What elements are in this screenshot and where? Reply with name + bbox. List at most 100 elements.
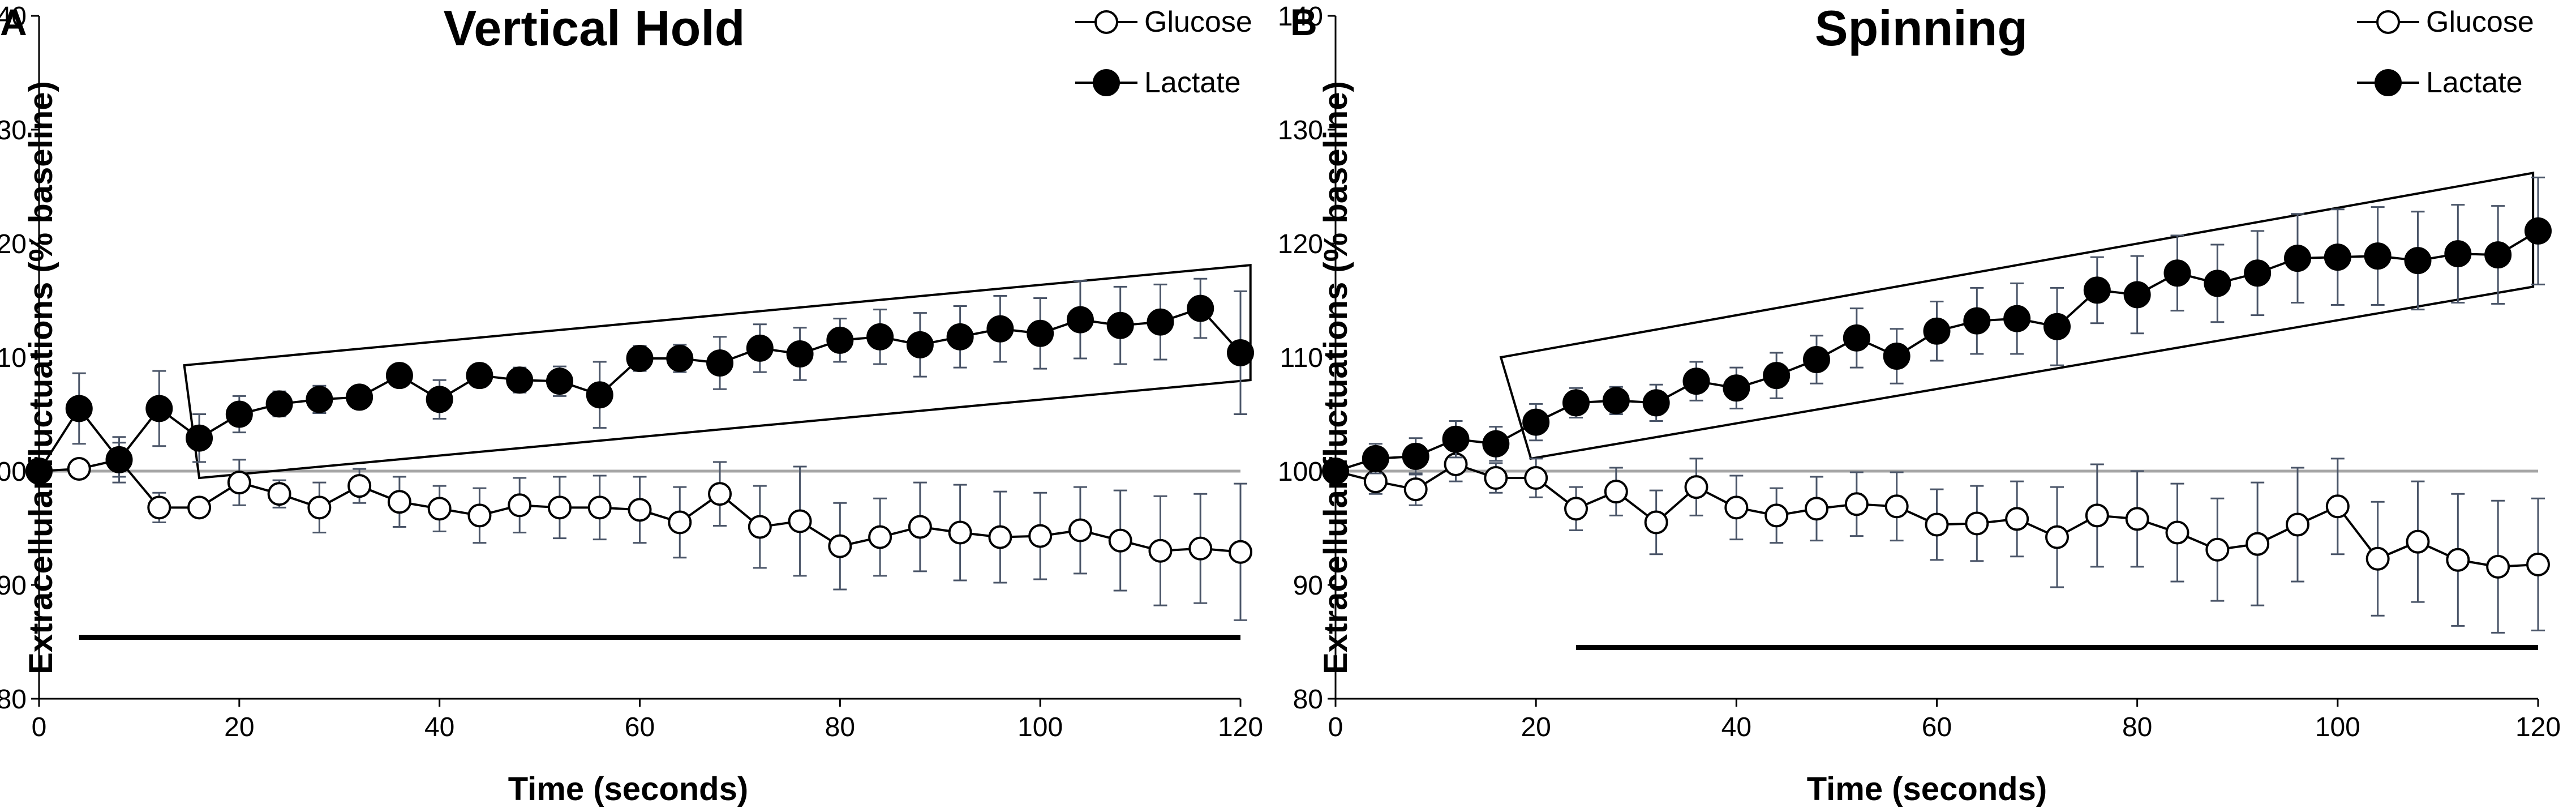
data-point-glucose (2406, 529, 2430, 554)
data-point-glucose (2526, 552, 2550, 576)
legend-label-glucose: Glucose (2426, 6, 2534, 39)
x-tick-label: 120 (2515, 712, 2561, 742)
y-tick-label: 130 (0, 116, 27, 146)
x-tick-label: 20 (224, 712, 254, 742)
data-point-glucose (187, 495, 212, 520)
data-point-lactate (306, 386, 333, 413)
data-point-glucose (948, 520, 972, 545)
data-point-glucose (1564, 497, 1588, 521)
data-point-glucose (2246, 532, 2270, 556)
x-tick-label: 60 (1922, 712, 1952, 742)
data-point-lactate (1763, 362, 1791, 390)
data-point-glucose (1028, 524, 1053, 548)
y-tick-label: 140 (0, 2, 27, 32)
data-point-glucose (547, 495, 572, 520)
data-point-glucose (1684, 475, 1708, 499)
data-point-glucose (2085, 503, 2109, 528)
data-point-glucose (2125, 507, 2149, 531)
y-tick-label: 110 (1280, 343, 1323, 373)
data-point-glucose (908, 515, 932, 539)
data-point-glucose (708, 482, 732, 506)
data-point-glucose (2205, 537, 2230, 562)
data-point-lactate (586, 381, 613, 409)
data-point-glucose (387, 490, 411, 514)
data-point-glucose (587, 495, 612, 520)
data-point-glucose (1188, 536, 1213, 561)
x-axis-label: Time (seconds) (508, 771, 748, 807)
y-tick-label: 90 (0, 571, 27, 601)
data-point-glucose (2005, 507, 2029, 531)
data-point-lactate (105, 446, 133, 473)
data-point-glucose (227, 471, 251, 495)
legend-label-lactate: Lactate (1144, 66, 1241, 99)
data-point-lactate (1723, 374, 1750, 402)
data-point-lactate (2244, 259, 2272, 287)
data-point-lactate (1322, 458, 1349, 485)
legend-label-glucose: Glucose (1144, 6, 1252, 39)
y-tick-label: 100 (1278, 457, 1323, 487)
data-point-lactate (25, 458, 53, 485)
data-point-glucose (1925, 512, 1949, 537)
data-point-lactate (1187, 294, 1214, 322)
y-tick-label: 80 (0, 685, 27, 715)
y-tick-label: 80 (1293, 685, 1323, 715)
data-point-lactate (346, 383, 373, 411)
x-tick-label: 100 (1017, 712, 1063, 742)
data-point-lactate (2003, 305, 2031, 332)
data-point-glucose (868, 525, 892, 549)
chart-title-vertical-hold: Vertical Hold (443, 0, 745, 56)
y-tick-label: 120 (1278, 229, 1323, 259)
data-point-glucose (1844, 492, 1869, 516)
data-point-lactate (666, 345, 694, 373)
panel-vertical-hold: A Vertical Hold Extracellular fluctuatio… (0, 0, 1263, 807)
data-point-lactate (65, 395, 93, 422)
data-point-lactate (946, 323, 974, 351)
x-tick-label: 80 (825, 712, 855, 742)
data-point-glucose (2325, 494, 2350, 519)
data-point-lactate (1362, 445, 1389, 472)
data-point-lactate (786, 340, 814, 367)
y-axis-label: Extracellular fluctuations (% baseline) (23, 81, 59, 674)
data-point-glucose (2286, 512, 2309, 537)
data-point-lactate (2404, 247, 2432, 275)
legend-marker-glucose (1094, 10, 1118, 34)
data-point-lactate (706, 349, 734, 377)
data-point-lactate (1803, 346, 1830, 374)
data-point-glucose (1108, 528, 1132, 553)
y-tick-label: 130 (1278, 116, 1323, 146)
data-point-glucose (788, 509, 812, 533)
data-point-glucose (1805, 497, 1828, 521)
data-point-glucose (1884, 494, 1909, 519)
x-tick-label: 60 (625, 712, 655, 742)
data-point-lactate (1843, 324, 1870, 352)
data-point-lactate (906, 331, 934, 358)
data-point-lactate (626, 345, 654, 373)
data-point-lactate (145, 395, 173, 422)
data-point-lactate (1682, 367, 1710, 395)
data-point-glucose (2365, 546, 2390, 571)
x-tick-label: 0 (32, 712, 47, 742)
data-point-lactate (1106, 311, 1134, 339)
data-point-lactate (1642, 389, 1670, 417)
data-point-lactate (186, 424, 213, 452)
data-point-lactate (2123, 281, 2151, 309)
data-point-lactate (385, 362, 413, 390)
data-point-lactate (1147, 308, 1174, 336)
data-point-glucose (1148, 539, 1173, 563)
legend-marker-lactate (1093, 69, 1120, 96)
panel-letter-a: A (0, 1, 27, 43)
legend-label-lactate: Lactate (2426, 66, 2523, 99)
data-point-lactate (1482, 430, 1510, 458)
data-point-glucose (67, 456, 91, 481)
legend: Glucose Lactate (1075, 6, 1252, 99)
data-point-lactate (2204, 270, 2231, 297)
data-point-glucose (427, 497, 452, 521)
data-point-lactate (2083, 276, 2111, 304)
data-point-lactate (1562, 389, 1590, 417)
data-point-lactate (546, 367, 573, 395)
x-tick-label: 120 (1218, 712, 1263, 742)
data-point-lactate (1227, 339, 1254, 366)
data-point-lactate (1522, 408, 1550, 436)
data-point-glucose (2045, 525, 2069, 549)
